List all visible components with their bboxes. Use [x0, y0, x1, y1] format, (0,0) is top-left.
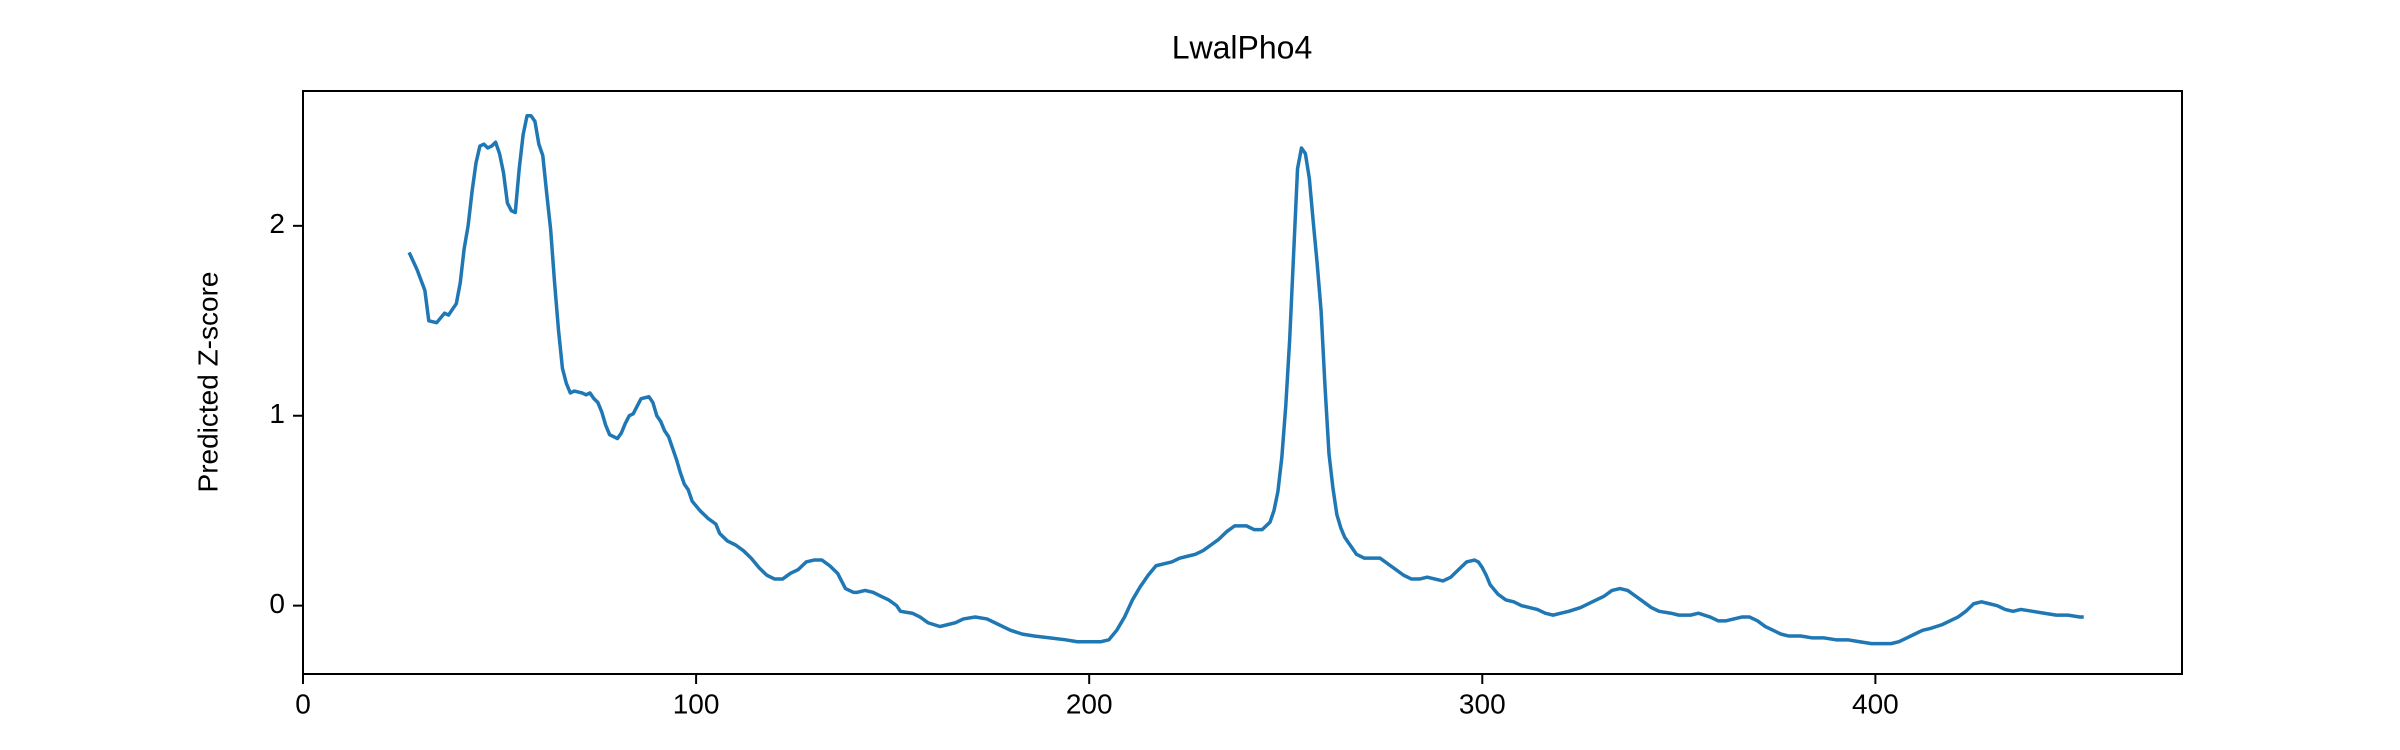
x-tick-label: 100 — [673, 688, 720, 719]
plot-frame — [302, 90, 2183, 675]
y-tick-label: 0 — [269, 588, 285, 619]
data-line — [407, 113, 2084, 646]
y-tick-label: 1 — [269, 398, 285, 429]
x-tick-label: 300 — [1459, 688, 1506, 719]
y-axis-label: Predicted Z-score — [192, 272, 223, 493]
x-tick-label: 400 — [1852, 688, 1899, 719]
x-tick-label: 0 — [295, 688, 311, 719]
x-tick-label: 200 — [1066, 688, 1113, 719]
chart-title: LwalPho4 — [1172, 29, 1313, 65]
y-tick-label: 2 — [269, 208, 285, 239]
